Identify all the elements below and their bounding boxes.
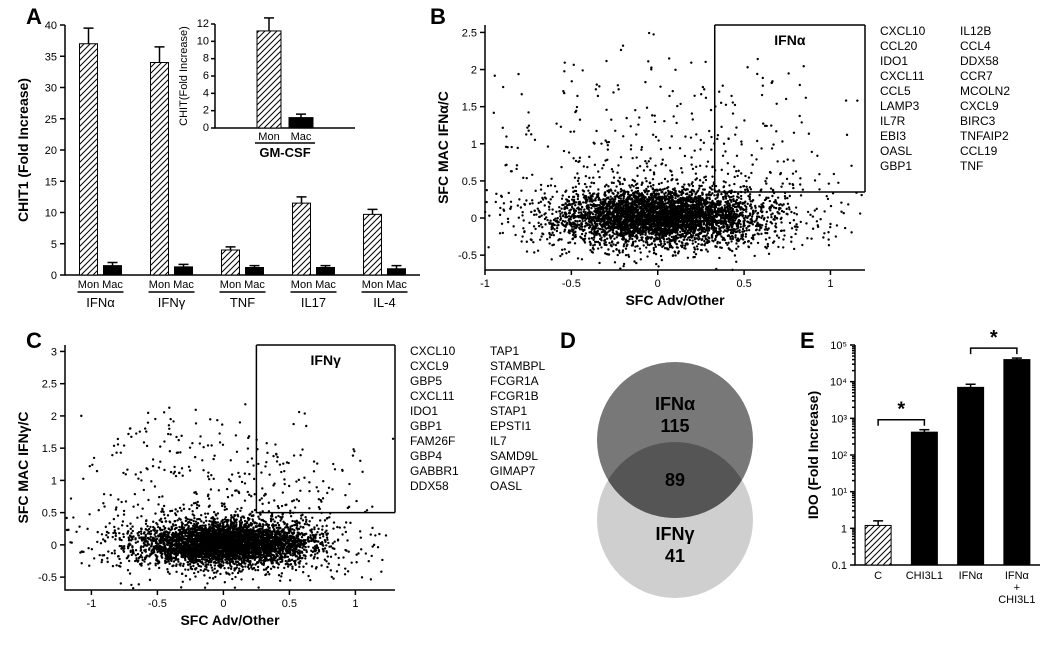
svg-text:Mon: Mon [78, 279, 99, 291]
figure-root: A B C D E 0510152025303540CHIT1 (Fold In… [0, 0, 1050, 651]
svg-text:CHIT1 (Fold Increase): CHIT1 (Fold Increase) [15, 78, 31, 222]
svg-text:TNF: TNF [230, 295, 255, 310]
svg-text:Mon: Mon [258, 131, 279, 143]
panel-e-chart: 0.1110¹10²10³10⁴10⁵IDO (Fold Increase)CC… [800, 330, 1050, 650]
svg-text:Mac: Mac [315, 279, 336, 291]
svg-text:10: 10 [45, 208, 57, 220]
svg-text:5: 5 [51, 239, 57, 251]
svg-text:25: 25 [45, 114, 57, 126]
svg-text:10: 10 [197, 35, 209, 47]
svg-text:IL-4: IL-4 [373, 295, 395, 310]
svg-text:4: 4 [203, 87, 209, 99]
svg-text:IFNα: IFNα [86, 295, 115, 310]
panel-d-venn: IFNα11589IFNγ41 [565, 330, 795, 650]
svg-text:IFNγ: IFNγ [158, 295, 186, 310]
svg-text:Mac: Mac [386, 279, 407, 291]
svg-text:0: 0 [203, 122, 209, 134]
svg-text:Mac: Mac [244, 279, 265, 291]
svg-text:12: 12 [197, 18, 209, 30]
svg-text:8: 8 [203, 53, 209, 65]
svg-text:Mon: Mon [149, 279, 170, 291]
svg-text:IL17: IL17 [301, 295, 326, 310]
svg-text:Mac: Mac [173, 279, 194, 291]
svg-text:40: 40 [45, 20, 57, 32]
svg-text:30: 30 [45, 83, 57, 95]
svg-text:GM-CSF: GM-CSF [259, 145, 310, 160]
svg-text:Mon: Mon [220, 279, 241, 291]
svg-text:15: 15 [45, 176, 57, 188]
svg-text:2: 2 [203, 105, 209, 117]
svg-text:35: 35 [45, 51, 57, 63]
svg-text:0: 0 [51, 270, 57, 282]
panel-c-chart: -0.500.511.522.53-1-0.500.51SFC Adv/Othe… [10, 330, 550, 650]
svg-text:Mac: Mac [102, 279, 123, 291]
svg-text:Mac: Mac [291, 131, 312, 143]
svg-text:Mon: Mon [291, 279, 312, 291]
svg-text:CHIT(Fold Increase): CHIT(Fold Increase) [178, 26, 190, 126]
svg-text:6: 6 [203, 70, 209, 82]
panel-a-chart: 0510152025303540CHIT1 (Fold Increase)Mon… [10, 10, 430, 330]
panel-b-chart: -0.500.511.522.5-1-0.500.51SFC Adv/Other… [430, 10, 1050, 330]
svg-text:Mon: Mon [362, 279, 383, 291]
svg-text:20: 20 [45, 145, 57, 157]
